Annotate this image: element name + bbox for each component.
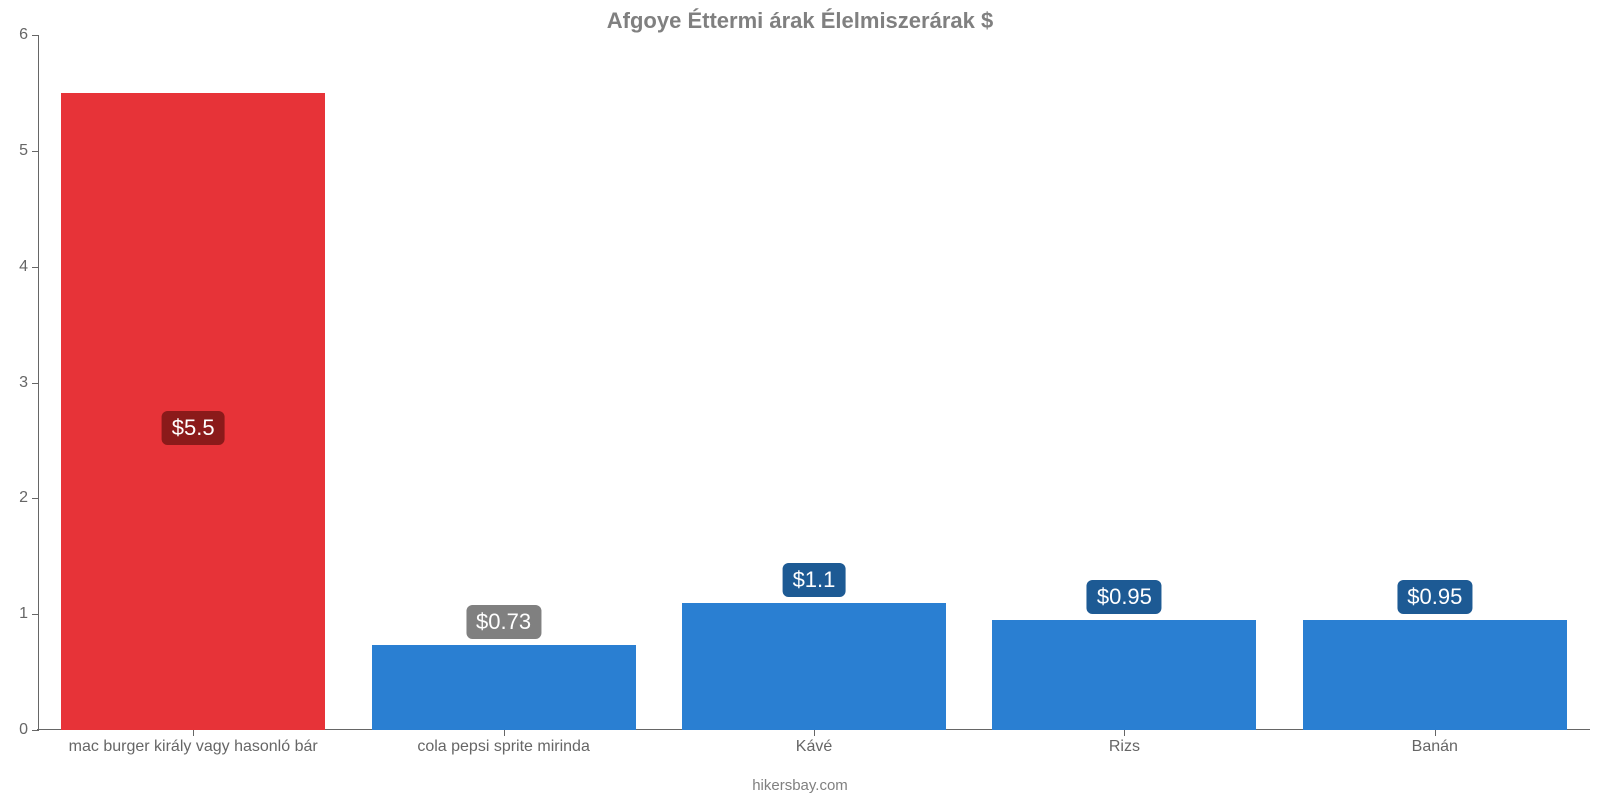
bar: $0.95 [992,620,1256,730]
x-axis-label: Banán [1412,738,1458,756]
y-tick [32,730,38,731]
bar-slot: $5.5 [61,35,325,730]
bar-slot: $0.73 [372,35,636,730]
y-tick-label: 1 [19,605,28,623]
x-tick [193,730,194,736]
value-badge: $0.95 [1087,580,1162,614]
bars-container: $5.5 $0.73 $1.1 $0.95 $0.95 [38,35,1590,730]
bar: $0.95 [1303,620,1567,730]
y-tick-label: 4 [19,258,28,276]
price-bar-chart: Afgoye Éttermi árak Élelmiszerárak $ 0 1 2… [0,0,1600,800]
x-tick [504,730,505,736]
value-badge: $1.1 [783,563,846,597]
value-badge: $5.5 [162,411,225,445]
y-tick-label: 3 [19,374,28,392]
x-axis-label: mac burger király vagy hasonló bár [69,738,318,756]
bar: $5.5 [61,93,325,730]
value-badge: $0.95 [1397,580,1472,614]
x-axis-label: Rizs [1109,738,1140,756]
x-axis-label: cola pepsi sprite mirinda [417,738,590,756]
y-tick-label: 6 [19,26,28,44]
y-tick-label: 5 [19,142,28,160]
y-tick-label: 2 [19,489,28,507]
plot-area: 0123456 $5.5$0.73$1.1$0.95$0.95 mac burg… [38,35,1590,730]
x-tick [814,730,815,736]
x-tick [1124,730,1125,736]
y-tick-label: 0 [19,721,28,739]
bar-slot: $0.95 [992,35,1256,730]
chart-title: Afgoye Éttermi árak Élelmiszerárak $ [0,8,1600,34]
bar-slot: $0.95 [1303,35,1567,730]
value-badge: $0.73 [466,605,541,639]
bar-slot: $1.1 [682,35,946,730]
x-axis-label: Kávé [796,738,832,756]
chart-footer: hikersbay.com [0,777,1600,794]
bar: $0.73 [372,645,636,730]
bar: $1.1 [682,603,946,730]
x-tick [1435,730,1436,736]
